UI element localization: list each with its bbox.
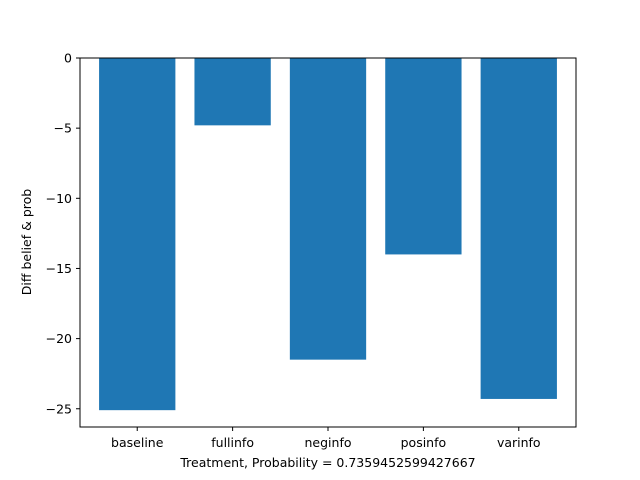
x-tick-label-neginfo: neginfo — [305, 435, 352, 450]
x-axis-ticks: baseline fullinfo neginfo posinfo varinfo — [111, 427, 541, 450]
bar-baseline — [99, 58, 176, 411]
x-tick-label-baseline: baseline — [111, 435, 164, 450]
x-axis-label: Treatment, Probability = 0.7359452599427… — [179, 455, 475, 470]
x-tick-label-varinfo: varinfo — [497, 435, 541, 450]
y-tick-label: 0 — [64, 51, 72, 66]
y-tick-label: −10 — [46, 191, 72, 206]
y-tick-label: −5 — [54, 121, 72, 136]
x-tick-label-posinfo: posinfo — [401, 435, 447, 450]
bar-varinfo — [480, 58, 557, 399]
y-tick-label: −25 — [46, 401, 72, 416]
bars-group — [99, 58, 557, 411]
bar-fullinfo — [194, 58, 271, 126]
y-axis-ticks: 0 −5 −10 −15 −20 −25 — [46, 51, 80, 416]
y-axis-label: Diff belief & prob — [19, 189, 34, 295]
y-tick-label: −20 — [46, 331, 72, 346]
y-tick-label: −15 — [46, 261, 72, 276]
bar-neginfo — [289, 58, 367, 360]
bar-posinfo — [385, 58, 462, 255]
x-tick-label-fullinfo: fullinfo — [211, 435, 254, 450]
